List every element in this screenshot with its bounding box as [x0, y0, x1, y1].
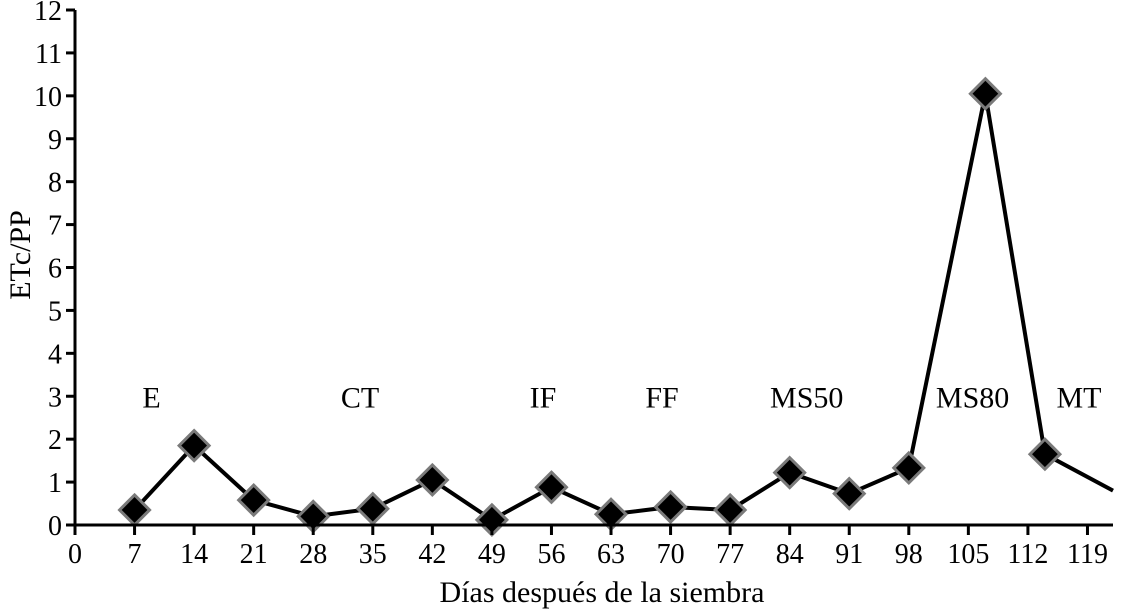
- x-tick-label: 112: [1007, 539, 1048, 570]
- y-tick-label: 4: [48, 339, 62, 370]
- x-tick-label: 105: [947, 539, 989, 570]
- axes: [66, 8, 1113, 535]
- x-tick-label: 49: [478, 539, 506, 570]
- y-tick-label: 1: [48, 468, 62, 499]
- x-tick-labels: 0 7 14 21 28 35 42 49 56 63 70 77 84 91 98 105 112 119: [68, 539, 1108, 570]
- y-tick-label: 3: [48, 382, 62, 413]
- x-tick-label: 35: [359, 539, 387, 570]
- y-tick-label: 5: [48, 296, 62, 327]
- y-tick-label: 6: [48, 254, 62, 285]
- y-tick-label: 0: [48, 511, 62, 542]
- x-tick-label: 28: [299, 539, 327, 570]
- stage-label: MS80: [936, 381, 1009, 414]
- y-tick-label: 10: [34, 82, 62, 113]
- data-point-marker: [968, 76, 1003, 111]
- stage-label: CT: [341, 381, 379, 414]
- x-tick-label: 0: [68, 539, 82, 570]
- data-point-marker: [653, 489, 688, 525]
- data-point-marker: [772, 455, 807, 490]
- y-tick-label: 2: [48, 425, 62, 456]
- data-point-marker: [415, 462, 450, 498]
- data-point-marker: [1027, 437, 1063, 472]
- data-point-marker: [176, 428, 212, 463]
- y-tick-label: 7: [48, 211, 62, 242]
- stage-label: E: [142, 381, 160, 414]
- x-tick-label: 119: [1067, 539, 1108, 570]
- data-point-marker: [891, 450, 926, 486]
- data-point-marker: [713, 492, 748, 528]
- stage-label: IF: [530, 381, 557, 414]
- x-tick-label: 70: [657, 539, 685, 570]
- x-axis-label: Días después de la siembra: [440, 576, 765, 609]
- y-axis-label: ETc/PP: [4, 210, 37, 300]
- x-tick-label: 98: [895, 539, 923, 570]
- data-point-marker: [534, 470, 569, 505]
- stage-label: FF: [645, 381, 678, 414]
- series-group: [117, 76, 1114, 537]
- x-tick-label: 84: [776, 539, 804, 570]
- y-tick-label: 12: [34, 0, 62, 27]
- y-tick-label: 11: [35, 39, 62, 70]
- x-tick-label: 77: [716, 539, 744, 570]
- x-tick-label: 42: [418, 539, 446, 570]
- data-point-marker: [236, 482, 271, 518]
- x-tick-label: 56: [537, 539, 565, 570]
- x-tick-label: 14: [180, 539, 208, 570]
- stage-label: MS50: [770, 381, 843, 414]
- x-tick-label: 7: [128, 539, 142, 570]
- y-tick-label: 9: [48, 125, 62, 156]
- x-tick-label: 91: [835, 539, 863, 570]
- y-tick-label: 8: [48, 168, 62, 199]
- x-tick-label: 21: [240, 539, 268, 570]
- x-tick-label: 63: [597, 539, 625, 570]
- stage-label: MT: [1056, 381, 1101, 414]
- stage-labels: E CT IF FF MS50 MS80 MT: [142, 381, 1101, 414]
- series-line: [133, 91, 1114, 522]
- data-point-marker: [832, 476, 867, 511]
- data-point-marker: [355, 491, 390, 526]
